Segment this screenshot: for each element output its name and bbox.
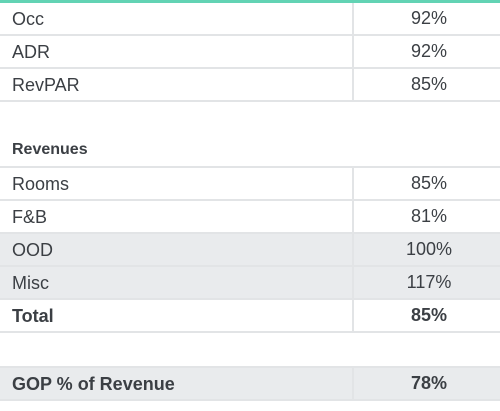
table-row-fb: F&B 81% bbox=[0, 201, 500, 234]
row-value: 100% bbox=[352, 234, 500, 265]
row-label: OOD bbox=[12, 239, 54, 260]
table-row-misc: Misc 117% bbox=[0, 267, 500, 300]
row-label: ADR bbox=[12, 41, 51, 62]
table-row-gop: GOP % of Revenue 78% bbox=[0, 368, 500, 401]
row-value: 85% bbox=[352, 69, 500, 100]
gop-table: GOP % of Revenue 78% bbox=[0, 366, 500, 401]
row-value: 85% bbox=[352, 168, 500, 199]
top-accent-line bbox=[0, 0, 500, 3]
row-value: 78% bbox=[352, 368, 500, 399]
kpi-table: Occ 92% ADR 92% RevPAR 85% bbox=[0, 3, 500, 102]
section-title-revenues: Revenues bbox=[12, 141, 88, 158]
revenues-table: Rooms 85% F&B 81% OOD 100% Misc 117% Tot… bbox=[0, 166, 500, 333]
table-row-ood: OOD 100% bbox=[0, 234, 500, 267]
row-value: 117% bbox=[352, 267, 500, 298]
row-value: 81% bbox=[352, 201, 500, 232]
row-label: Total bbox=[12, 305, 54, 326]
row-label: Misc bbox=[12, 272, 49, 293]
row-value: 92% bbox=[352, 3, 500, 34]
row-value: 85% bbox=[352, 300, 500, 331]
row-label: F&B bbox=[12, 206, 48, 227]
row-label: Rooms bbox=[12, 173, 70, 194]
row-label: Occ bbox=[12, 8, 45, 29]
table-row-occ: Occ 92% bbox=[0, 3, 500, 36]
row-label: RevPAR bbox=[12, 74, 80, 95]
table-row-rooms: Rooms 85% bbox=[0, 168, 500, 201]
table-row-total: Total 85% bbox=[0, 300, 500, 333]
table-row-revpar: RevPAR 85% bbox=[0, 69, 500, 102]
row-label: GOP % of Revenue bbox=[12, 373, 175, 394]
row-value: 92% bbox=[352, 36, 500, 67]
table-row-adr: ADR 92% bbox=[0, 36, 500, 69]
